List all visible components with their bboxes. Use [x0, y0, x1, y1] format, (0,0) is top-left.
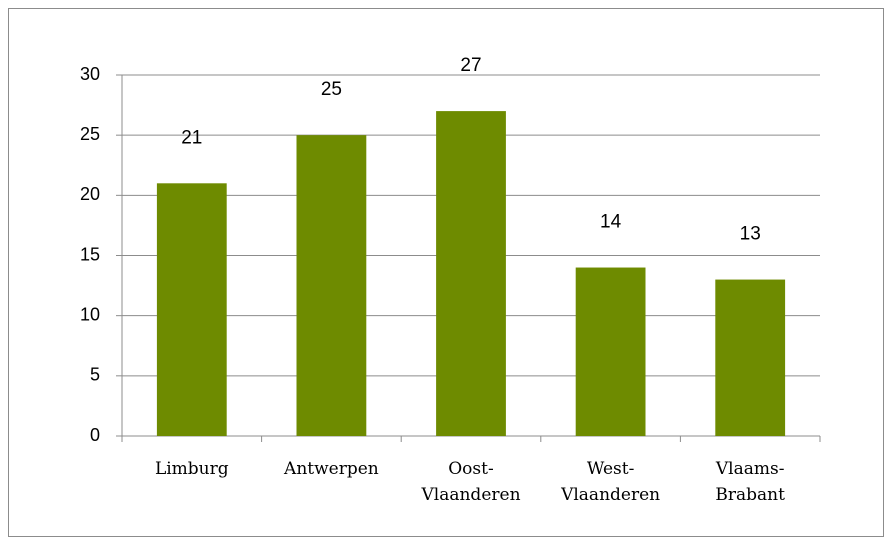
- bar: [575, 267, 646, 436]
- y-tick-label: 15: [80, 244, 100, 264]
- x-tick-label: Limburg: [154, 459, 229, 479]
- bar: [296, 135, 367, 436]
- bar: [436, 111, 506, 436]
- y-tick-label: 25: [80, 124, 100, 144]
- data-label: 14: [600, 212, 622, 233]
- x-tick-label: Antwerpen: [284, 459, 379, 479]
- y-tick-label: 20: [80, 184, 100, 204]
- bar: [715, 279, 786, 436]
- data-label: 13: [740, 224, 761, 245]
- data-label: 25: [321, 79, 342, 100]
- y-tick-label: 10: [80, 304, 100, 324]
- y-tick-label: 5: [90, 365, 100, 385]
- x-tick-label: West-Vlaanderen: [561, 459, 661, 505]
- data-label: 27: [460, 55, 481, 76]
- x-tick-label: Vlaams-Brabant: [715, 459, 785, 505]
- y-tick-label: 30: [80, 64, 100, 84]
- bar: [156, 183, 227, 436]
- y-tick-label: 0: [90, 425, 100, 445]
- x-tick-label: Oost-Vlaanderen: [421, 459, 521, 505]
- data-label: 21: [181, 127, 202, 148]
